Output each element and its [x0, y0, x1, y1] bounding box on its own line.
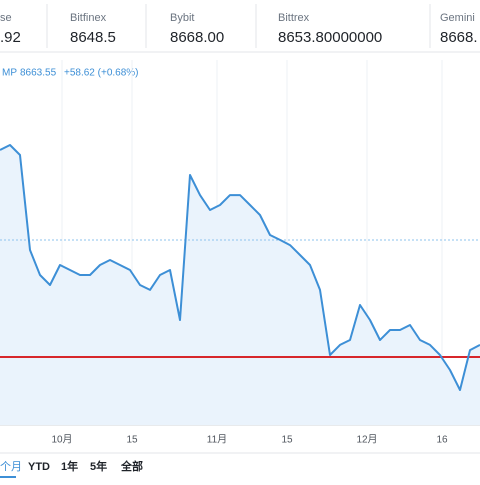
- range-button[interactable]: 全部: [120, 459, 143, 473]
- exchange-price: 8648.5: [70, 29, 116, 46]
- exchange-name: Bittrex: [278, 12, 310, 24]
- exchange-name: Gemini: [440, 12, 475, 24]
- legend-change: +58.62 (+0.68%): [64, 68, 139, 79]
- exchange-price: 8668.00: [170, 29, 224, 46]
- x-tick-label: 11月: [207, 434, 227, 446]
- area-fill: [0, 145, 480, 425]
- exchange-price: 8668.: [440, 29, 478, 46]
- x-tick-label: 16: [436, 435, 448, 446]
- range-button[interactable]: 1年: [61, 459, 78, 473]
- exchange-price: 8653.80000000: [278, 29, 382, 46]
- x-tick-label: 15: [281, 435, 293, 446]
- exchange-name: Bitfinex: [70, 12, 107, 24]
- legend-name: MP: [2, 68, 17, 79]
- x-tick-label: 12月: [356, 434, 377, 446]
- exchange-name: se: [0, 12, 12, 24]
- x-tick-label: 15: [126, 435, 138, 446]
- x-tick-label: 10月: [51, 434, 72, 446]
- range-button[interactable]: YTD: [28, 461, 50, 473]
- price-line: [0, 144, 480, 391]
- exchange-name: Bybit: [170, 12, 194, 24]
- range-button[interactable]: 个月: [0, 460, 22, 473]
- exchange-price: .92: [0, 29, 21, 46]
- legend-price: 8663.55: [20, 68, 57, 79]
- range-button[interactable]: 5年: [90, 459, 107, 473]
